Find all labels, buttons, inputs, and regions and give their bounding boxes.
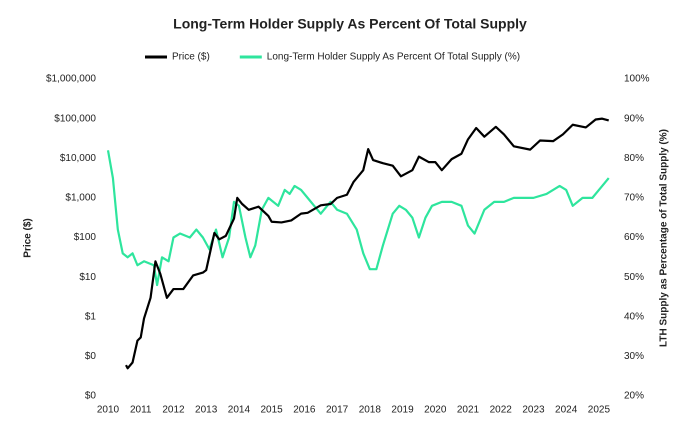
x-tick-label: 2011 — [130, 405, 152, 416]
x-tick-label: 2024 — [555, 405, 578, 416]
y2-tick-label: 70% — [624, 193, 644, 204]
x-tick-label: 2010 — [97, 405, 120, 416]
series-line — [106, 150, 610, 287]
y-tick-label: $10,000 — [60, 153, 97, 164]
y-tick-label: $0 — [85, 391, 97, 402]
y-tick-label: $1 — [85, 311, 97, 322]
y-tick-label: $100,000 — [54, 113, 96, 124]
x-tick-label: 2018 — [359, 405, 382, 416]
series-line — [125, 117, 610, 370]
y2-tick-label: 100% — [624, 74, 650, 85]
y-tick-label: $100 — [74, 232, 97, 243]
x-tick-label: 2022 — [490, 405, 513, 416]
y2-tick-label: 30% — [624, 351, 644, 362]
legend-label: Price ($) — [172, 52, 210, 63]
x-tick-label: 2017 — [326, 405, 349, 416]
x-tick-label: 2020 — [424, 405, 447, 416]
x-tick-label: 2019 — [391, 405, 414, 416]
y2-tick-label: 50% — [624, 272, 644, 283]
y-tick-label: $1,000 — [65, 193, 96, 204]
y-tick-label: $1,000,000 — [46, 74, 96, 85]
x-tick-label: 2021 — [457, 405, 480, 416]
legend-label: Long-Term Holder Supply As Percent Of To… — [267, 52, 520, 63]
y2-tick-label: 60% — [624, 232, 644, 243]
chart-title: Long-Term Holder Supply As Percent Of To… — [173, 16, 527, 32]
x-tick-label: 2014 — [228, 405, 251, 416]
x-tick-label: 2025 — [588, 405, 611, 416]
y2-tick-label: 80% — [624, 153, 644, 164]
x-tick-label: 2016 — [293, 405, 316, 416]
x-tick-label: 2013 — [195, 405, 218, 416]
x-tick-label: 2015 — [261, 405, 284, 416]
y2-tick-label: 40% — [624, 311, 644, 322]
x-tick-label: 2023 — [522, 405, 545, 416]
y-axis-label: Price ($) — [23, 218, 34, 257]
y-tick-label: $0 — [85, 351, 97, 362]
y2-tick-label: 20% — [624, 391, 644, 402]
y-tick-label: $10 — [79, 272, 96, 283]
y2-axis-label: LTH Supply as Percentage of Total Supply… — [659, 129, 670, 347]
y2-tick-label: 90% — [624, 113, 644, 124]
x-tick-label: 2012 — [162, 405, 185, 416]
